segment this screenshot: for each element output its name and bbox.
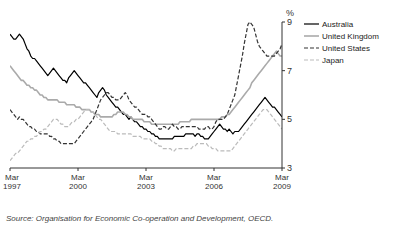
legend: Australia United Kingdom United States Japa… — [304, 20, 379, 65]
source-note: Source: Organisation for Economic Co-ope… — [6, 214, 273, 223]
x-tick-label: Mar1997 — [3, 173, 21, 191]
x-tick-label-line: Mar — [139, 173, 153, 182]
series-line — [10, 110, 282, 161]
x-tick-label-line: 2006 — [205, 182, 223, 191]
y-tick-label: 9 — [287, 17, 292, 27]
x-tick — [10, 168, 11, 171]
series-line — [10, 51, 282, 124]
y-tick-label: 3 — [287, 163, 292, 173]
x-tick-label-line: 2009 — [273, 182, 291, 191]
legend-swatch — [304, 47, 319, 48]
series-line — [10, 22, 282, 144]
legend-label: Japan — [322, 56, 344, 65]
x-tick-label-line: 2003 — [137, 182, 155, 191]
legend-label: Australia — [322, 20, 354, 29]
y-tick — [282, 119, 285, 120]
y-tick — [282, 22, 285, 23]
y-tick-label: 7 — [287, 66, 292, 76]
x-tick — [282, 168, 283, 171]
x-tick — [214, 168, 215, 171]
lines — [10, 22, 282, 161]
x-tick-label: Mar2006 — [205, 173, 223, 191]
x-tick — [146, 168, 147, 171]
legend-label: United Kingdom — [322, 32, 379, 41]
legend-swatch — [304, 35, 319, 37]
y-tick — [282, 70, 285, 71]
legend-swatch — [304, 59, 319, 60]
legend-swatch — [304, 23, 319, 24]
x-tick-label: Mar2003 — [137, 173, 155, 191]
x-tick-label-line: 1997 — [3, 182, 21, 191]
x-tick-label-line: 2000 — [69, 182, 87, 191]
legend-label: United States — [322, 44, 370, 53]
background — [0, 0, 397, 227]
x-tick-label: Mar2000 — [69, 173, 87, 191]
x-tick-label-line: Mar — [275, 173, 289, 182]
x-tick-label-line: Mar — [5, 173, 19, 182]
x-tick — [78, 168, 79, 171]
y-axis — [282, 22, 283, 168]
x-tick-label: Mar2009 — [273, 173, 291, 191]
y-tick-label: 5 — [287, 114, 292, 124]
y-axis-label: % — [286, 8, 294, 18]
x-tick-label-line: Mar — [207, 173, 221, 182]
series-line — [10, 34, 282, 139]
chart: 3579%Mar1997Mar2000Mar2003Mar2006Mar2009… — [0, 0, 397, 227]
x-tick-label-line: Mar — [71, 173, 85, 182]
